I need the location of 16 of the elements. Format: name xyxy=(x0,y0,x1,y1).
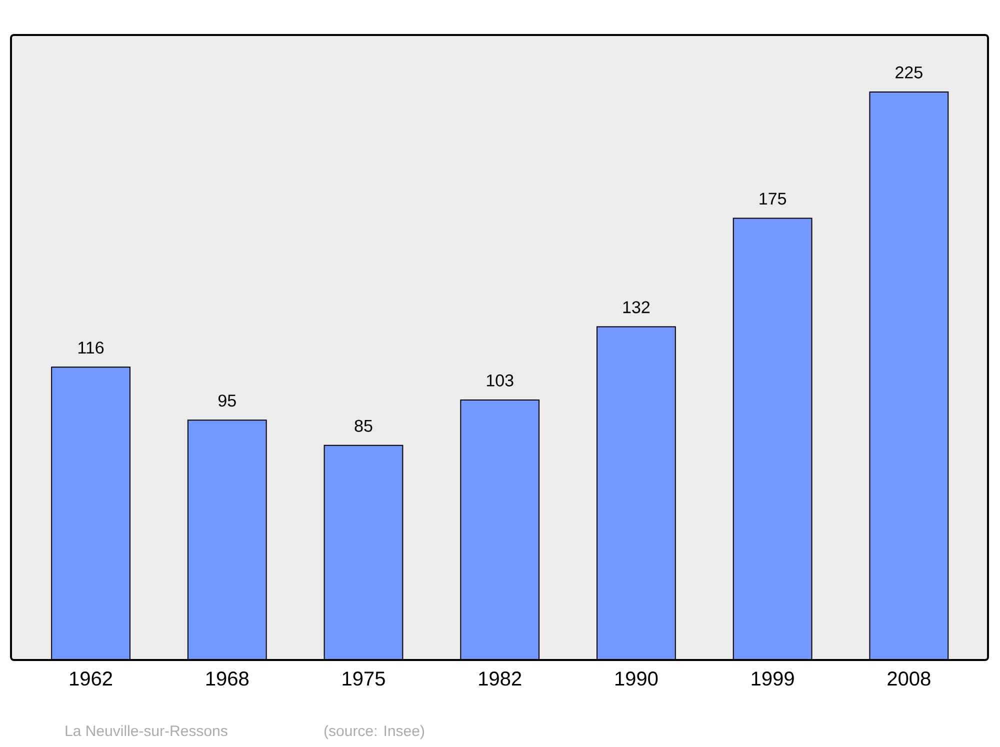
data-label: 85 xyxy=(354,420,372,432)
text: (source: Insee) xyxy=(324,725,424,740)
data-label: 95 xyxy=(218,394,236,407)
x-tick-label: 1968 xyxy=(206,672,248,686)
data-label: 103 xyxy=(486,374,514,386)
x-tick-label: 1962 xyxy=(70,672,112,686)
x-tick-label: 2008 xyxy=(888,672,930,686)
x-tick-label: 1975 xyxy=(342,672,385,686)
data-label: 116 xyxy=(78,342,104,354)
data-label: 175 xyxy=(760,192,786,205)
data-label: 132 xyxy=(623,301,650,314)
text: La Neuville-sur-Ressons xyxy=(66,725,228,736)
data-label: 225 xyxy=(896,66,922,78)
x-tick-label: 1982 xyxy=(479,672,522,686)
x-tick-label: 1990 xyxy=(615,672,658,686)
x-tick-label: 1999 xyxy=(752,672,794,686)
